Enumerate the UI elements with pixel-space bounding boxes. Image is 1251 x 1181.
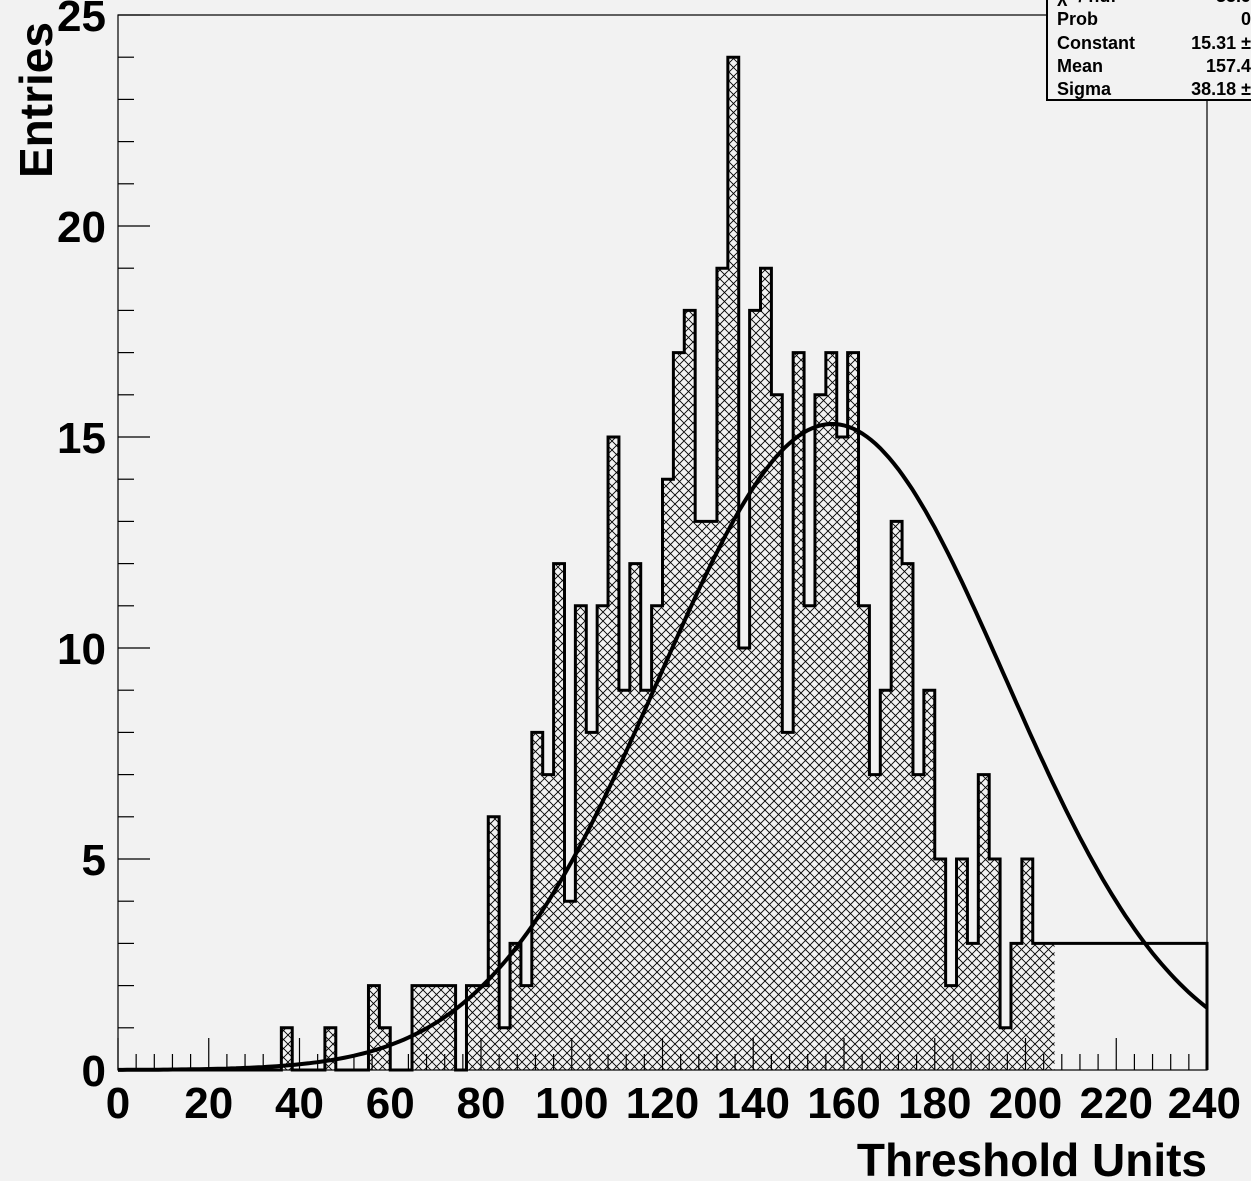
histogram-bar bbox=[640, 690, 652, 1070]
histogram-bar bbox=[281, 1027, 293, 1070]
stats-label: Constant bbox=[1057, 33, 1135, 53]
y-tick-label: 20 bbox=[57, 203, 106, 252]
histogram-bar bbox=[825, 352, 837, 1071]
stats-label: Sigma bbox=[1057, 79, 1112, 99]
stats-label: χ² / ndf bbox=[1057, 0, 1117, 6]
histogram-bar bbox=[880, 690, 892, 1070]
x-tick-label: 60 bbox=[366, 1079, 415, 1128]
y-tick-label: 0 bbox=[82, 1047, 106, 1096]
histogram-bar bbox=[444, 985, 456, 1070]
histogram-bar bbox=[956, 859, 968, 1070]
y-tick-label: 10 bbox=[57, 625, 106, 674]
histogram-bar bbox=[412, 985, 423, 1070]
histogram-bar bbox=[1021, 859, 1033, 1070]
tick-labels: 0 20 40 60 80 100 120 140 160 180 200 220 240 0 5 10 15 2… bbox=[57, 0, 1241, 1128]
histogram-bar bbox=[368, 985, 380, 1070]
stats-label: Prob bbox=[1057, 9, 1098, 29]
stats-value: 157.4 bbox=[1206, 56, 1251, 76]
histogram-bar bbox=[575, 605, 587, 1070]
histogram-bar bbox=[466, 985, 478, 1070]
x-tick-label: 200 bbox=[989, 1079, 1062, 1128]
histogram-bar bbox=[923, 690, 935, 1070]
x-tick-label: 20 bbox=[184, 1079, 233, 1128]
histogram-bar bbox=[934, 859, 946, 1070]
histogram-bar bbox=[869, 774, 881, 1070]
histogram-bar bbox=[967, 943, 979, 1070]
x-tick-label: 180 bbox=[898, 1079, 971, 1128]
histogram-bar bbox=[695, 521, 707, 1070]
histogram-bar bbox=[814, 394, 826, 1070]
stats-value: 38.18 ± bbox=[1191, 79, 1251, 99]
histogram-bar bbox=[608, 437, 619, 1070]
x-tick-label: 140 bbox=[717, 1079, 790, 1128]
histogram-bar bbox=[618, 690, 630, 1070]
histogram-bar bbox=[510, 943, 521, 1070]
histogram-bar bbox=[499, 1027, 511, 1070]
histogram-bar bbox=[771, 394, 783, 1070]
histogram-bar bbox=[597, 605, 609, 1070]
axis-ticks bbox=[117, 14, 1208, 1071]
stats-box-border bbox=[1046, 0, 1251, 101]
y-tick-label: 25 bbox=[57, 0, 106, 41]
x-tick-label: 120 bbox=[626, 1079, 699, 1128]
histogram-bar bbox=[651, 605, 663, 1070]
x-tick-label: 80 bbox=[457, 1079, 506, 1128]
y-tick-label: 5 bbox=[82, 836, 106, 885]
histogram-bar bbox=[324, 1027, 336, 1070]
histogram-bar bbox=[488, 816, 500, 1070]
histogram-bars bbox=[118, 55, 1209, 1072]
x-tick-label: 240 bbox=[1168, 1079, 1241, 1128]
histogram-bar bbox=[978, 774, 990, 1070]
histogram-bar bbox=[1043, 943, 1055, 1070]
histogram-bar bbox=[520, 985, 532, 1070]
y-tick-label: 15 bbox=[57, 414, 106, 463]
histogram-bar bbox=[804, 605, 815, 1070]
stats-label: Mean bbox=[1057, 56, 1103, 76]
histogram-bar bbox=[586, 732, 598, 1070]
histogram-bar bbox=[989, 859, 1001, 1070]
x-tick-label: 0 bbox=[106, 1079, 130, 1128]
histogram-bar bbox=[738, 648, 750, 1070]
histogram-bar bbox=[433, 985, 445, 1070]
histogram-bar bbox=[902, 563, 913, 1070]
histogram-bar bbox=[1000, 1027, 1011, 1070]
histogram-bar bbox=[912, 774, 924, 1070]
y-axis-title: Entries bbox=[10, 22, 62, 178]
x-axis-title: Threshold Units bbox=[857, 1134, 1207, 1181]
histogram-bar bbox=[1032, 943, 1044, 1070]
histogram-bar bbox=[553, 563, 565, 1070]
histogram-bar bbox=[727, 57, 739, 1070]
stats-value: 0 bbox=[1241, 9, 1251, 29]
histogram-bar bbox=[858, 605, 870, 1070]
histogram-bar bbox=[749, 310, 761, 1070]
stats-value: 15.31 ± bbox=[1191, 33, 1251, 53]
histogram-bar bbox=[662, 479, 674, 1070]
histogram-bar bbox=[782, 732, 794, 1070]
x-tick-label: 40 bbox=[275, 1079, 324, 1128]
histogram-bar bbox=[629, 563, 641, 1070]
histogram-bar bbox=[1010, 943, 1022, 1070]
fit-stats-box: χ² / ndf 35.9 Prob 0 Constant 15.31 ± Mean 157.… bbox=[1046, 0, 1251, 101]
histogram-bar bbox=[793, 352, 805, 1071]
histogram-bar bbox=[836, 437, 848, 1070]
histogram-bar bbox=[673, 352, 685, 1071]
histogram-bar bbox=[477, 985, 489, 1070]
histogram-bar bbox=[531, 732, 543, 1070]
histogram-bar bbox=[716, 268, 728, 1070]
histogram-bar bbox=[945, 985, 957, 1070]
histogram-bar bbox=[847, 352, 859, 1071]
histogram-outline bbox=[118, 55, 1209, 1072]
x-tick-label: 100 bbox=[535, 1079, 608, 1128]
histogram-bar bbox=[706, 521, 717, 1070]
stats-value: 35.9 bbox=[1216, 0, 1251, 6]
histogram-bar bbox=[760, 268, 772, 1070]
histogram-bar bbox=[564, 901, 576, 1070]
histogram-bar bbox=[684, 310, 696, 1070]
histogram-bar bbox=[891, 521, 903, 1070]
x-tick-label: 160 bbox=[807, 1079, 880, 1128]
x-tick-label: 220 bbox=[1080, 1079, 1153, 1128]
histogram-bar bbox=[542, 774, 554, 1070]
